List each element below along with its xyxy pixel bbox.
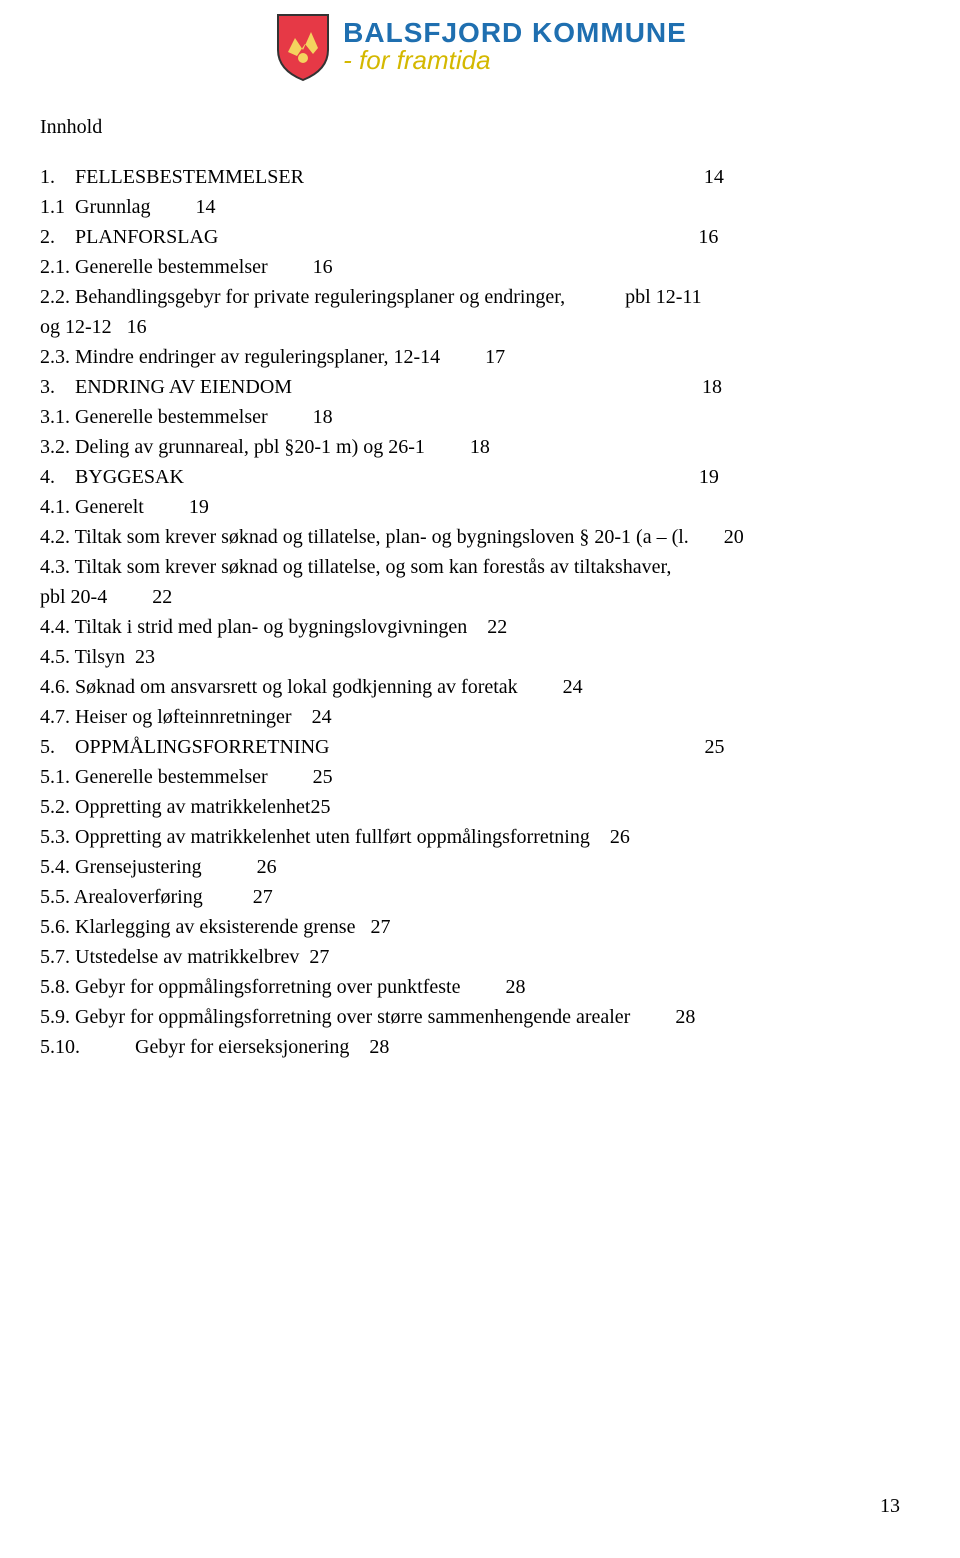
- brand-tagline: - for framtida: [343, 45, 687, 76]
- toc-line: 4.6. Søknad om ansvarsrett og lokal godk…: [40, 672, 920, 702]
- toc-line: 4.3. Tiltak som krever søknad og tillate…: [40, 552, 920, 582]
- toc-line: 3. ENDRING AV EIENDOM 18: [40, 372, 920, 402]
- toc-line: 4.7. Heiser og løfteinnretninger 24: [40, 702, 920, 732]
- toc-line: 5.5. Arealoverføring 27: [40, 882, 920, 912]
- toc-line: 5.10. Gebyr for eierseksjonering 28: [40, 1032, 920, 1062]
- toc-line: 4. BYGGESAK 19: [40, 462, 920, 492]
- toc-line: 1. FELLESBESTEMMELSER 14: [40, 162, 920, 192]
- toc-line: 2.3. Mindre endringer av reguleringsplan…: [40, 342, 920, 372]
- toc-line: 5.2. Oppretting av matrikkelenhet25: [40, 792, 920, 822]
- toc-line: pbl 20-4 22: [40, 582, 920, 612]
- shield-icon: [273, 10, 333, 82]
- toc-line: 5.1. Generelle bestemmelser 25: [40, 762, 920, 792]
- header-logo: BALSFJORD KOMMUNE - for framtida: [40, 0, 920, 82]
- toc-title: Innhold: [40, 112, 920, 142]
- toc-line: 5.9. Gebyr for oppmålingsforretning over…: [40, 1002, 920, 1032]
- toc-line: 4.5. Tilsyn 23: [40, 642, 920, 672]
- toc-line: 5. OPPMÅLINGSFORRETNING 25: [40, 732, 920, 762]
- content: Innhold 1. FELLESBESTEMMELSER 141.1 Grun…: [40, 112, 920, 1062]
- toc-line: 4.4. Tiltak i strid med plan- og bygning…: [40, 612, 920, 642]
- toc-line: 5.6. Klarlegging av eksisterende grense …: [40, 912, 920, 942]
- toc-line: 5.7. Utstedelse av matrikkelbrev 27: [40, 942, 920, 972]
- toc-line: 5.8. Gebyr for oppmålingsforretning over…: [40, 972, 920, 1002]
- toc-line: 4.1. Generelt 19: [40, 492, 920, 522]
- toc-line: 2.2. Behandlingsgebyr for private regule…: [40, 282, 920, 312]
- page-number: 13: [880, 1495, 900, 1518]
- toc-line: 5.3. Oppretting av matrikkelenhet uten f…: [40, 822, 920, 852]
- toc-line: 5.4. Grensejustering 26: [40, 852, 920, 882]
- toc-line: og 12-12 16: [40, 312, 920, 342]
- toc-line: 3.1. Generelle bestemmelser 18: [40, 402, 920, 432]
- toc-container: 1. FELLESBESTEMMELSER 141.1 Grunnlag 142…: [40, 162, 920, 1062]
- toc-line: 3.2. Deling av grunnareal, pbl §20-1 m) …: [40, 432, 920, 462]
- toc-line: 2. PLANFORSLAG 16: [40, 222, 920, 252]
- brand-text: BALSFJORD KOMMUNE - for framtida: [343, 17, 687, 76]
- toc-line: 1.1 Grunnlag 14: [40, 192, 920, 222]
- toc-line: 4.2. Tiltak som krever søknad og tillate…: [40, 522, 920, 552]
- toc-line: 2.1. Generelle bestemmelser 16: [40, 252, 920, 282]
